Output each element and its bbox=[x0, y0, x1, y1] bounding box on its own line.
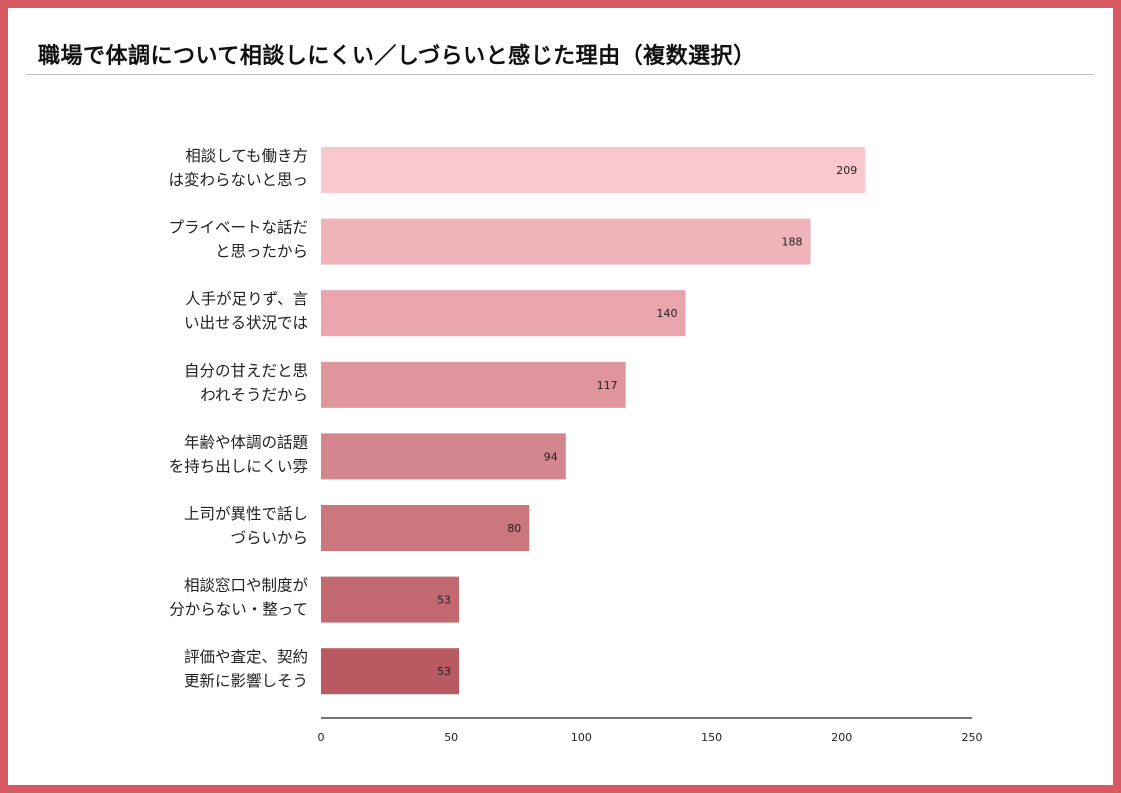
bar bbox=[321, 218, 811, 265]
chart-panel: 職場で体調について相談しにくい／しづらいと感じた理由（複数選択） 0 50 100 1… bbox=[8, 8, 1113, 785]
category-label: と思ったから bbox=[215, 243, 308, 261]
category-label: 相談窓口や制度が bbox=[184, 577, 309, 595]
bar bbox=[321, 147, 866, 193]
bar-value-label: 117 bbox=[597, 379, 618, 392]
category-label: 更新に影響しそう bbox=[184, 672, 308, 690]
bar-value-label: 53 bbox=[437, 594, 451, 607]
x-tick-label: 50 bbox=[444, 731, 458, 744]
category-label: 上司が異性で話し bbox=[184, 505, 308, 523]
bar bbox=[321, 648, 460, 695]
category-label: 相談しても働き方 bbox=[185, 147, 308, 165]
page-title: 職場で体調について相談しにくい／しづらいと感じた理由（複数選択） bbox=[38, 44, 756, 69]
x-tick-label: 150 bbox=[701, 731, 722, 744]
bar bbox=[321, 505, 530, 551]
bar-value-label: 94 bbox=[544, 450, 558, 463]
title-divider bbox=[26, 74, 1094, 75]
category-label: 人手が足りず、言 bbox=[185, 290, 308, 308]
x-tick-label: 200 bbox=[831, 731, 852, 744]
x-tick-label: 100 bbox=[571, 731, 592, 744]
bar-value-label: 53 bbox=[437, 665, 451, 678]
bar bbox=[321, 361, 626, 408]
category-label: 分からない・整って bbox=[169, 601, 308, 619]
bar-value-label: 209 bbox=[836, 164, 857, 177]
category-label: は変わらないと思っ bbox=[168, 171, 308, 189]
bar bbox=[321, 290, 686, 337]
category-label: 自分の甘えだと思 bbox=[184, 362, 308, 380]
bar bbox=[321, 576, 460, 623]
bar bbox=[321, 433, 566, 480]
x-tick-label: 0 bbox=[318, 731, 325, 744]
category-label: われそうだから bbox=[200, 386, 308, 404]
category-label: プライベートな話だ bbox=[168, 219, 308, 237]
category-label: 評価や査定、契約 bbox=[184, 648, 308, 666]
x-tick-label: 250 bbox=[962, 731, 983, 744]
bar-value-label: 140 bbox=[657, 307, 678, 320]
category-label: 年齢や体調の話題 bbox=[184, 433, 308, 451]
category-label: い出せる状況では bbox=[184, 314, 308, 332]
bar-value-label: 188 bbox=[782, 236, 803, 249]
category-label: を持ち出しにくい雰 bbox=[169, 457, 309, 475]
bar-value-label: 80 bbox=[507, 522, 521, 535]
category-label: づらいから bbox=[230, 529, 308, 547]
